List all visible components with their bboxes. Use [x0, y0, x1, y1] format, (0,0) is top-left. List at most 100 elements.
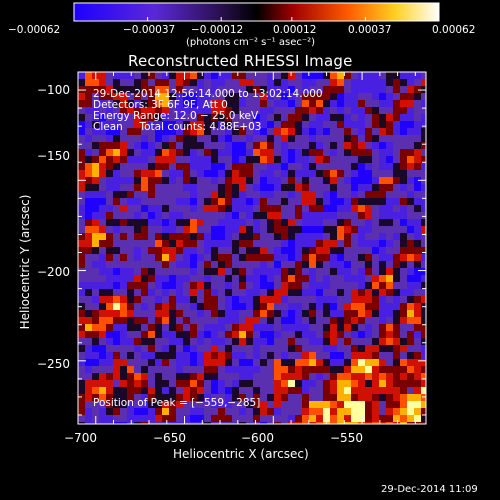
heatmap-cell: [78, 366, 86, 374]
heatmap-cell: [274, 100, 282, 108]
heatmap-cell: [155, 345, 163, 353]
heatmap-cell: [141, 212, 149, 220]
heatmap-cell: [197, 93, 205, 101]
heatmap-cell: [211, 86, 219, 94]
heatmap-cell: [92, 303, 100, 311]
heatmap-cell: [99, 422, 107, 424]
heatmap-cell: [169, 79, 177, 87]
heatmap-cell: [141, 338, 149, 346]
heatmap-cell: [120, 275, 128, 283]
heatmap-cell: [274, 212, 282, 220]
heatmap-cell: [246, 79, 254, 87]
heatmap-cell: [204, 72, 212, 80]
heatmap-cell: [232, 324, 240, 332]
heatmap-cell: [267, 240, 275, 248]
heatmap-cell: [295, 247, 303, 255]
heatmap-cell: [99, 317, 107, 325]
heatmap-cell: [337, 275, 345, 283]
heatmap-cell: [365, 317, 373, 325]
heatmap-cell: [386, 100, 394, 108]
heatmap-cell: [148, 422, 156, 424]
heatmap-cell: [183, 352, 191, 360]
heatmap-cell: [225, 86, 233, 94]
heatmap-cell: [197, 212, 205, 220]
heatmap-cell: [155, 177, 163, 185]
heatmap-cell: [267, 345, 275, 353]
heatmap-cell: [379, 219, 387, 227]
heatmap-cell: [393, 394, 401, 402]
heatmap-cell: [183, 191, 191, 199]
heatmap-cell: [92, 86, 100, 94]
heatmap-cell: [197, 135, 205, 143]
heatmap-cell: [141, 149, 149, 157]
heatmap-cell: [218, 226, 226, 234]
heatmap-cell: [379, 366, 387, 374]
heatmap-cell: [393, 247, 401, 255]
heatmap-cell: [372, 352, 380, 360]
heatmap-cell: [365, 359, 373, 367]
heatmap-cell: [134, 401, 142, 409]
heatmap-cell: [162, 289, 170, 297]
heatmap-cell: [155, 275, 163, 283]
heatmap-cell: [344, 79, 352, 87]
heatmap-cell: [134, 303, 142, 311]
plot-frame: [77, 71, 427, 425]
heatmap-cell: [316, 79, 324, 87]
heatmap-cell: [239, 128, 247, 136]
heatmap-cell: [246, 121, 254, 129]
heatmap-cell: [113, 338, 121, 346]
heatmap-cell: [162, 156, 170, 164]
heatmap-cell: [155, 149, 163, 157]
heatmap-cell: [323, 149, 331, 157]
heatmap-cell: [190, 331, 198, 339]
heatmap-cell: [351, 86, 359, 94]
heatmap-cell: [351, 380, 359, 388]
heatmap-cell: [421, 289, 426, 297]
heatmap-cell: [197, 310, 205, 318]
heatmap-cell: [274, 415, 282, 423]
heatmap-cell: [120, 254, 128, 262]
heatmap-cell: [169, 205, 177, 213]
heatmap-cell: [190, 380, 198, 388]
heatmap-cell: [99, 219, 107, 227]
heatmap-cell: [379, 177, 387, 185]
heatmap-cell: [407, 408, 415, 416]
heatmap-cell: [351, 184, 359, 192]
heatmap-cell: [127, 205, 135, 213]
heatmap-cell: [141, 380, 149, 388]
heatmap-cell: [337, 345, 345, 353]
heatmap-cell: [155, 184, 163, 192]
heatmap-cell: [421, 212, 426, 220]
heatmap-cell: [134, 177, 142, 185]
heatmap-cell: [407, 338, 415, 346]
heatmap-cell: [414, 415, 422, 423]
heatmap-cell: [85, 114, 93, 122]
heatmap-cell: [372, 408, 380, 416]
heatmap-cell: [421, 72, 426, 80]
heatmap-cell: [379, 282, 387, 290]
heatmap-cell: [351, 191, 359, 199]
heatmap-cell: [372, 107, 380, 115]
heatmap-cell: [267, 275, 275, 283]
heatmap-cell: [330, 240, 338, 248]
heatmap-cell: [267, 415, 275, 423]
heatmap-cell: [288, 198, 296, 206]
heatmap-cell: [183, 289, 191, 297]
heatmap-cell: [225, 198, 233, 206]
heatmap-cell: [78, 394, 86, 402]
heatmap-cell: [204, 296, 212, 304]
heatmap-cell: [120, 142, 128, 150]
heatmap-cell: [176, 128, 184, 136]
heatmap-cell: [365, 191, 373, 199]
heatmap-cell: [225, 282, 233, 290]
heatmap-cell: [330, 191, 338, 199]
heatmap-cell: [204, 135, 212, 143]
heatmap-cell: [358, 310, 366, 318]
heatmap-cell: [85, 79, 93, 87]
heatmap-cell: [134, 310, 142, 318]
heatmap-cell: [351, 107, 359, 115]
heatmap-cell: [337, 303, 345, 311]
heatmap-cell: [113, 163, 121, 171]
heatmap-cell: [176, 72, 184, 80]
heatmap-cell: [344, 317, 352, 325]
